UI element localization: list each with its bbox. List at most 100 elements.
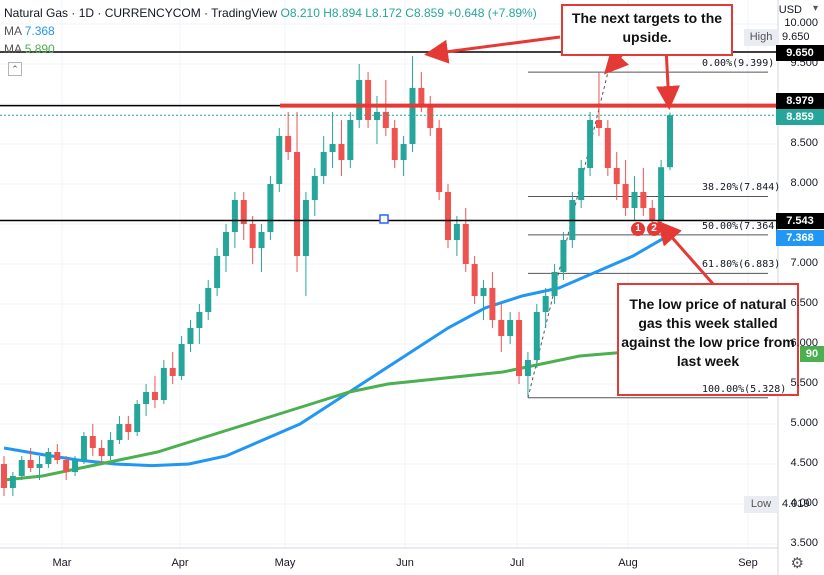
fib-trend-line xyxy=(527,71,609,398)
chart-legend: Natural Gas · 1D · CURRENCYCOM · Trading… xyxy=(4,4,537,58)
candle-body xyxy=(302,200,309,256)
ohlc-values: O8.210 H8.894 L8.172 C8.859 +0.648 (+7.8… xyxy=(280,6,537,20)
candle-body xyxy=(116,424,123,440)
candle-body xyxy=(649,208,656,220)
fib-label: 50.00%(7.364) xyxy=(702,220,781,232)
candle-body xyxy=(409,88,416,144)
candle-body xyxy=(178,344,185,376)
candle-body xyxy=(471,264,478,296)
candle-body xyxy=(311,176,318,200)
tag-7543: 7.543 xyxy=(776,213,824,229)
price-tick-label: 8.000 xyxy=(790,177,818,189)
price-tick-label: 3.500 xyxy=(790,537,818,549)
candle-body xyxy=(338,144,345,160)
arrow-to-high xyxy=(424,35,561,64)
candle-body xyxy=(622,184,629,208)
candle-body xyxy=(667,115,673,168)
fib-label: 100.00%(5.328) xyxy=(702,383,787,395)
candle-body xyxy=(80,436,87,460)
candle-body xyxy=(45,452,52,464)
ma1-line[interactable]: MA 7.368 xyxy=(4,22,537,40)
price-tick-label: 8.500 xyxy=(790,137,818,149)
candle-body xyxy=(489,288,496,320)
arrow-to-weekly-low xyxy=(657,220,716,286)
month-label: Mar xyxy=(52,557,72,569)
month-label: Sep xyxy=(738,557,758,569)
candle-body xyxy=(205,288,212,312)
candle-body xyxy=(36,464,43,468)
callout-next-targets: The next targets to the upside. xyxy=(561,4,733,56)
price-tick-label: 4.000 xyxy=(790,497,818,509)
candle-body xyxy=(542,296,549,312)
horizontal-levels xyxy=(0,51,778,222)
ma-green-line xyxy=(3,351,619,482)
candle-body xyxy=(63,460,70,472)
symbol-line: Natural Gas · 1D · CURRENCYCOM · Trading… xyxy=(4,4,537,22)
symbol-title: Natural Gas · 1D · CURRENCYCOM · Trading… xyxy=(4,6,278,20)
candle-body xyxy=(54,452,61,460)
month-label: Jul xyxy=(509,557,525,569)
candle-body xyxy=(560,240,567,272)
candle-body xyxy=(445,192,451,240)
candle-body xyxy=(18,460,25,476)
badge-2[interactable]: 2 xyxy=(647,222,661,236)
candle-body xyxy=(604,128,611,168)
candle-body xyxy=(9,476,16,488)
tag-ma-green: 90 xyxy=(800,346,824,362)
tag-last-price: 8.859 xyxy=(776,109,824,125)
month-label: Aug xyxy=(618,557,638,569)
tag-9650: 9.650 xyxy=(776,45,824,61)
candle-body xyxy=(498,320,505,336)
settings-square[interactable]: ⌃ xyxy=(8,62,22,76)
ma2-value: 5.890 xyxy=(24,42,55,56)
candle-body xyxy=(276,136,283,184)
annotation-arrows xyxy=(424,35,716,286)
ma-blue-line xyxy=(3,233,671,468)
price-tick-label: 10.000 xyxy=(784,17,818,29)
candle-body xyxy=(365,80,372,120)
candle-body xyxy=(125,424,132,432)
high-tag: High 9.650 xyxy=(744,29,824,46)
month-label: Apr xyxy=(171,557,189,569)
candle-body xyxy=(347,120,354,160)
candle-body xyxy=(391,128,398,160)
candle-body xyxy=(533,312,540,360)
fib-label: 38.20%(7.844) xyxy=(702,182,781,194)
candle-body xyxy=(578,168,585,200)
month-label: Jun xyxy=(396,557,414,569)
candle-body xyxy=(294,152,301,256)
candle-body xyxy=(196,312,203,328)
candle-body xyxy=(98,448,105,456)
candle-body xyxy=(1,464,7,488)
candle-body xyxy=(382,112,389,128)
candle-body xyxy=(480,288,487,296)
candle-body xyxy=(631,192,638,208)
ma1-label: MA xyxy=(4,24,22,38)
gear-icon[interactable]: ⚙ xyxy=(790,555,804,572)
month-label: May xyxy=(274,557,296,569)
candle-body xyxy=(160,368,167,400)
low-value: 4.019 xyxy=(782,498,810,510)
candle-body xyxy=(436,128,443,192)
price-tick-label: 4.500 xyxy=(790,457,818,469)
price-tick-label: 6.500 xyxy=(790,297,818,309)
candlestick-series xyxy=(1,56,673,496)
candle-body xyxy=(587,120,594,168)
drawing-handle[interactable] xyxy=(379,214,389,224)
badge-1[interactable]: 1 xyxy=(631,222,645,236)
candle-body xyxy=(658,167,665,220)
callout-low-price: The low price of natural gas this week s… xyxy=(617,283,799,396)
candle-body xyxy=(214,256,221,288)
candle-body xyxy=(462,224,469,264)
candle-body xyxy=(320,152,327,176)
currency-dropdown-icon[interactable]: ▾ xyxy=(812,3,818,14)
currency-label: USD xyxy=(778,4,802,16)
arrow-to-8979 xyxy=(656,47,681,110)
ma2-line[interactable]: MA 5.890 xyxy=(4,40,537,58)
candle-body xyxy=(240,200,247,224)
candle-body xyxy=(249,224,256,248)
price-tick-label: 5.500 xyxy=(790,377,818,389)
candle-body xyxy=(169,368,176,376)
chart-grid xyxy=(0,0,778,548)
